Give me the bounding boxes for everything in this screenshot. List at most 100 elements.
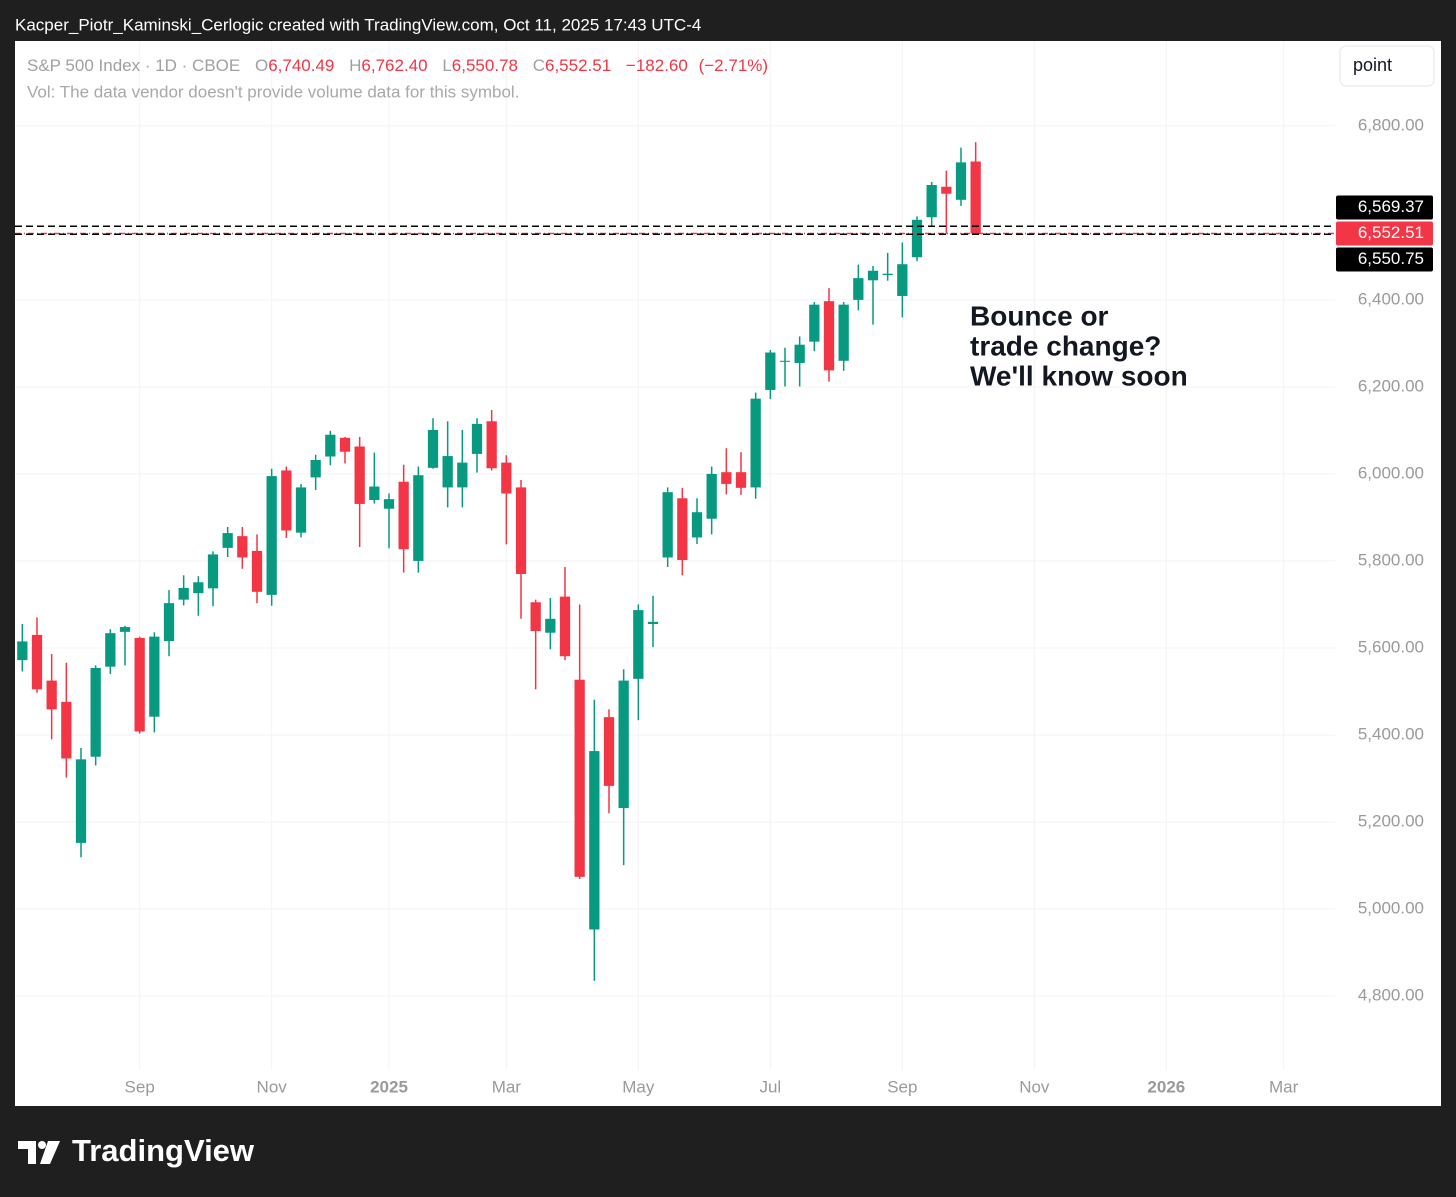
- x-tick-label: Nov: [1019, 1077, 1050, 1096]
- candle-body: [559, 596, 571, 657]
- change: −182.60: [626, 56, 688, 75]
- candle-body: [325, 434, 336, 457]
- candle-body: [721, 472, 732, 484]
- candle-body: [926, 185, 937, 218]
- candle-body: [574, 679, 585, 877]
- candle-body: [706, 473, 717, 519]
- candle-body: [207, 554, 219, 589]
- y-tick-label: 4,800.00: [1358, 986, 1424, 1005]
- logo-text: TradingView: [72, 1133, 255, 1168]
- candle-body: [545, 618, 556, 633]
- y-tick-label: 5,400.00: [1358, 724, 1424, 743]
- y-tick-label: 5,000.00: [1358, 898, 1424, 917]
- ohlc-letter: O: [255, 56, 268, 75]
- point-button[interactable]: [1339, 45, 1435, 87]
- ohlc-value: 6,552.51: [545, 56, 611, 75]
- ohlc-letter: H: [349, 56, 361, 75]
- candle-body: [515, 487, 527, 574]
- candle-body: [471, 423, 483, 454]
- x-tick-label: Jul: [759, 1077, 781, 1096]
- volume-note: Vol: The data vendor doesn't provide vol…: [27, 82, 519, 101]
- candle-body: [295, 487, 307, 533]
- candle-body: [90, 667, 101, 757]
- candle-body: [149, 636, 160, 717]
- candle-body: [266, 476, 277, 595]
- price-tag-label: 6,552.51: [1358, 223, 1424, 242]
- annotation-line: trade change?: [970, 330, 1161, 361]
- chart-area: [15, 41, 1441, 1106]
- candle-body: [237, 536, 248, 558]
- candle-body: [119, 627, 131, 632]
- point-button-label[interactable]: point: [1353, 55, 1392, 75]
- candle-body: [134, 637, 145, 732]
- y-tick-label: 5,200.00: [1358, 811, 1424, 830]
- ohlc-value: 6,740.49: [268, 56, 334, 75]
- change-percent: (−2.71%): [699, 56, 768, 75]
- symbol-title: S&P 500 Index · 1D · CBOE: [27, 56, 240, 75]
- legend: S&P 500 Index · 1D · CBOE O6,740.49 H6,7…: [27, 56, 768, 75]
- price-tag: [1336, 247, 1433, 272]
- candle-body: [193, 582, 204, 594]
- candle-body: [457, 462, 468, 488]
- y-tick-label: 6,400.00: [1358, 289, 1424, 308]
- candle-body: [823, 301, 835, 371]
- x-tick-label: Sep: [887, 1077, 917, 1096]
- ohlc-letter: L: [442, 56, 451, 75]
- candle-body: [163, 603, 175, 641]
- ohlc-value: 6,762.40: [361, 56, 427, 75]
- logo-dot: [38, 1141, 46, 1149]
- annotation-line: Bounce or: [970, 300, 1109, 331]
- candle-body: [779, 360, 791, 362]
- candle-body: [427, 429, 439, 468]
- candle-body: [735, 472, 747, 488]
- header: Kacper_Piotr_Kaminski_Cerlogic created w…: [15, 15, 701, 34]
- candle-body: [941, 186, 952, 194]
- candle-body: [222, 533, 233, 548]
- candle-body: [662, 492, 673, 558]
- plot: 4,800.00 5,000.00 5,200.00 5,400.00 5,600.00…: [15, 41, 1433, 1096]
- candle-body: [105, 633, 116, 667]
- candle-body: [442, 456, 453, 488]
- candle-body: [75, 759, 87, 843]
- candle-body: [501, 462, 512, 494]
- candle-body: [955, 162, 967, 200]
- candle-body: [339, 437, 351, 452]
- candle-body: [794, 344, 805, 363]
- price-tag: [1336, 195, 1433, 220]
- price-tag: [1336, 221, 1433, 246]
- candle-body: [31, 634, 43, 690]
- candle-body: [383, 499, 395, 509]
- x-tick-label: May: [622, 1077, 655, 1096]
- candle-body: [633, 610, 644, 679]
- candle-body: [530, 602, 541, 631]
- x-tick-label: 2025: [370, 1077, 408, 1096]
- x-tick-label: Sep: [125, 1077, 155, 1096]
- candle-body: [677, 498, 688, 561]
- annotation: Bounce or trade change? We'll know soon: [970, 300, 1188, 391]
- candle-body: [251, 550, 263, 592]
- candle-body: [911, 219, 923, 258]
- candle-body: [398, 481, 409, 550]
- candle-body: [970, 161, 981, 234]
- logo-mark: [40, 1141, 60, 1164]
- candle-body: [853, 278, 864, 300]
- candle-body: [61, 701, 72, 759]
- candle-body: [281, 470, 292, 531]
- candle-body: [618, 680, 629, 809]
- candle-body: [691, 512, 703, 538]
- ohlc-value: 6,550.78: [452, 56, 518, 75]
- logo-mark: [18, 1141, 36, 1164]
- y-tick-label: 5,600.00: [1358, 637, 1424, 656]
- annotation-line: We'll know soon: [970, 360, 1188, 391]
- y-tick-label: 6,800.00: [1358, 115, 1424, 134]
- candle-body: [486, 421, 497, 469]
- logo: TradingView: [18, 1133, 255, 1168]
- candle-body: [369, 486, 380, 501]
- candle-body: [867, 270, 879, 281]
- candle-body: [354, 446, 365, 504]
- candle-body: [310, 459, 321, 478]
- candle-body: [46, 680, 57, 710]
- candle-body: [809, 304, 820, 342]
